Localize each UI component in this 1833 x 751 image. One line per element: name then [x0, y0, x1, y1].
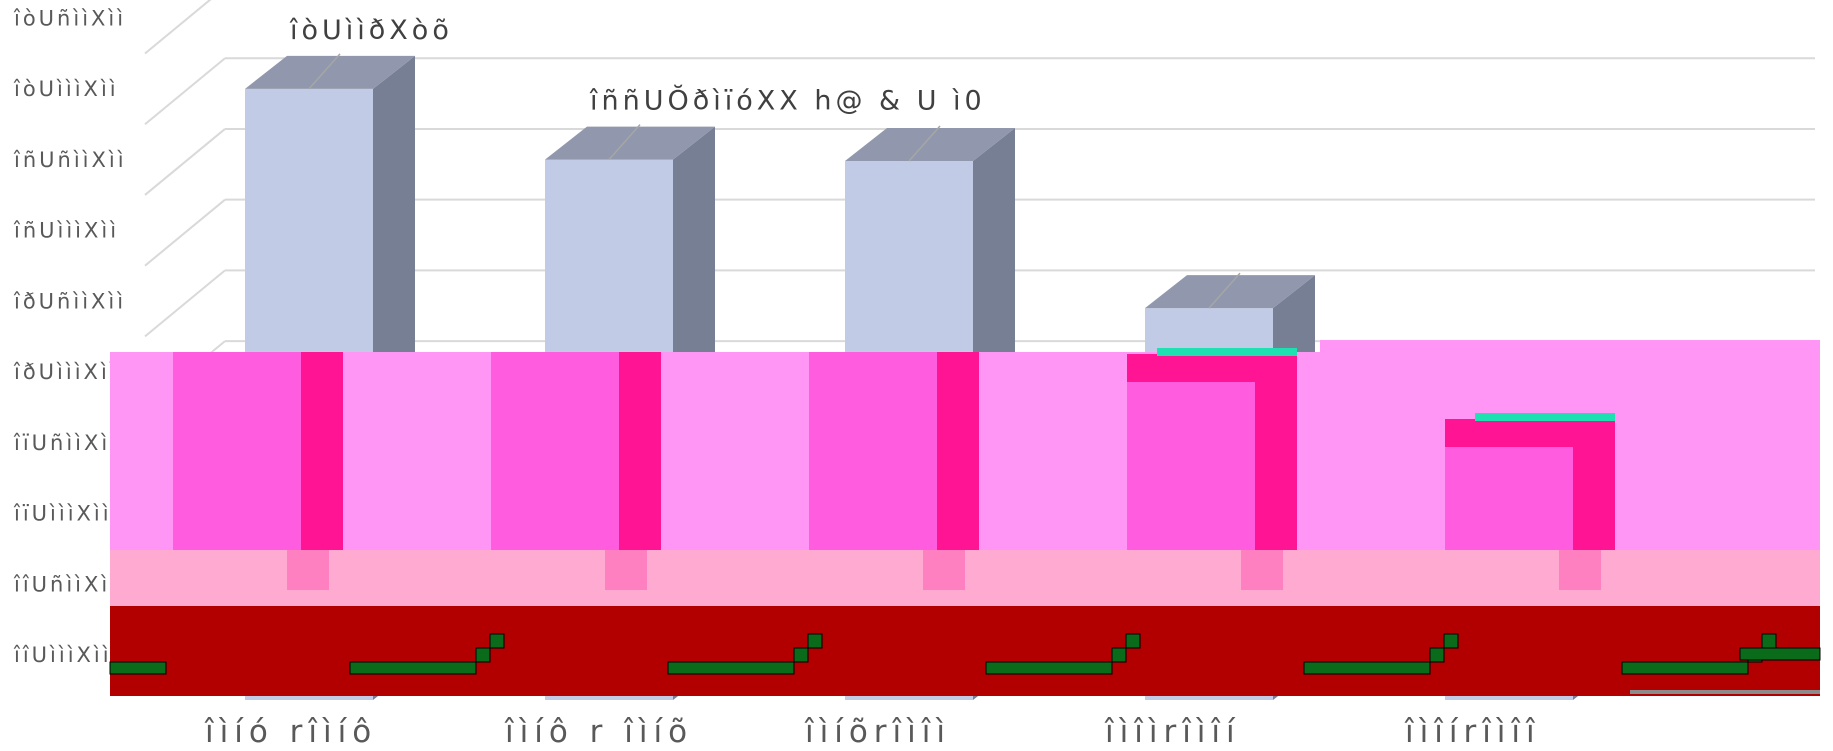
x-tick-label: îìîìrîìîí	[1104, 714, 1241, 750]
artifact-green-step	[793, 647, 809, 663]
artifact-pink-panel-right	[1320, 340, 1820, 358]
x-tick-label: îìíõrîìîì	[804, 714, 951, 750]
artifact-light-pink-block	[923, 550, 965, 590]
artifact-teal-strip	[1157, 348, 1297, 356]
y-tick-label: îðUñììXìì	[13, 289, 126, 313]
data-label-leader	[608, 124, 641, 161]
y-tick-label: îîUñììXìì	[13, 572, 119, 596]
artifact-green-step	[1125, 633, 1141, 649]
data-label-leader	[1208, 272, 1241, 309]
y-tick-label: îñUìììXìì	[13, 219, 119, 243]
artifact-green-step	[1429, 647, 1445, 663]
artifact-green-step	[1111, 647, 1127, 663]
artifact-pink-bar	[1445, 447, 1573, 550]
x-axis-tick-labels: îìíó rîìíô îìíô r îìíõ îìíõrîìîì îìîìrîìîí î…	[204, 714, 1541, 750]
artifact-pink-bar-side	[301, 352, 343, 550]
y-tick-label: îîUìììXìì	[13, 643, 112, 667]
bar-top	[245, 55, 415, 89]
artifact-light-pink-block	[605, 550, 647, 590]
artifact-green-step	[109, 661, 167, 675]
bar-top	[1145, 275, 1315, 309]
artifact-green-step	[475, 647, 491, 663]
artifact-pink-bar	[1127, 382, 1255, 550]
y-tick-label: îòUìììXìì	[13, 77, 119, 101]
artifact-green-step	[807, 633, 823, 649]
render-artifact-overlay	[109, 340, 1821, 696]
artifact-pink-bar-side	[619, 352, 661, 550]
artifact-pink-bar-top	[1127, 354, 1297, 382]
y-tick-label: îïUñììXìì	[13, 431, 119, 455]
data-label: îññUŎðìïóXX h@ & U ì0	[589, 85, 986, 117]
artifact-pink-bar-side	[1573, 447, 1615, 550]
artifact-light-pink-block	[287, 550, 329, 590]
gridline-side	[144, 269, 226, 338]
data-label-leader	[908, 125, 941, 162]
data-label: îòUììðXòõ	[289, 15, 453, 46]
artifact-light-pink-block	[1241, 550, 1283, 590]
artifact-pink-bar-side	[1255, 382, 1297, 550]
artifact-pink-bar-top	[1445, 419, 1615, 447]
y-tick-label: îðUìììXìì	[13, 360, 119, 384]
artifact-pink-bar	[491, 352, 619, 550]
data-label-leader	[308, 53, 341, 90]
y-tick-label: îòUñììXìì	[13, 7, 126, 31]
artifact-green-step	[1443, 633, 1459, 649]
gridline-side	[144, 0, 212, 55]
artifact-grey-line	[1630, 690, 1820, 694]
artifact-green-step	[1739, 647, 1821, 661]
artifact-green-step	[985, 661, 1113, 675]
artifact-pink-bar	[809, 352, 937, 550]
y-tick-label: îñUñììXìì	[13, 148, 127, 172]
artifact-dark-red-band	[110, 606, 1820, 696]
gridline-side	[144, 57, 226, 125]
gridline-side	[144, 128, 226, 196]
artifact-light-pink-block	[1559, 550, 1601, 590]
x-tick-label: îìíó rîìíô	[204, 714, 377, 750]
artifact-green-step	[1303, 661, 1431, 675]
artifact-pink-bar	[173, 352, 301, 550]
bar-top	[545, 126, 715, 160]
x-tick-label: îìîírîìîî	[1404, 714, 1541, 750]
artifact-green-step	[349, 661, 477, 675]
y-axis-tick-labels: îòUñììXìì îòUìììXìì îñUñììXìì îñUìììXìì îðUñ…	[13, 7, 127, 668]
artifact-teal-strip	[1475, 413, 1615, 421]
artifact-green-step	[667, 661, 795, 675]
artifact-green-step	[1761, 633, 1777, 649]
x-tick-label: îìíô r îìíõ	[504, 714, 693, 750]
artifact-pink-bar-side	[937, 352, 979, 550]
artifact-green-step	[489, 633, 505, 649]
artifact-green-step	[1621, 661, 1749, 675]
data-labels: îòUììðXòõ îññUŎðìïóXX h@ & U ì0	[289, 15, 986, 117]
gridline-side	[144, 198, 226, 267]
y-tick-label: îïUìììXìì	[13, 502, 112, 526]
bar-top	[845, 127, 1015, 161]
